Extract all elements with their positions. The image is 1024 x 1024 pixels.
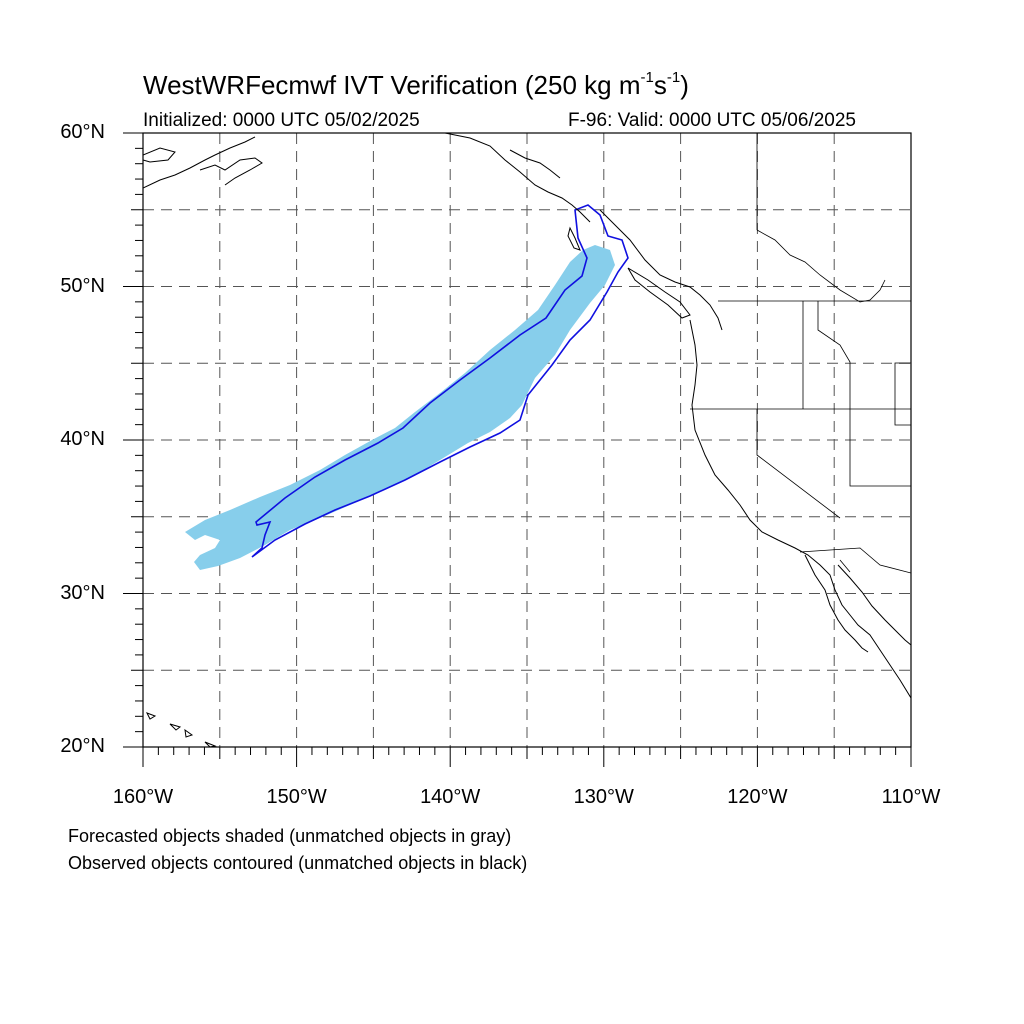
axis-ticks	[123, 132, 912, 767]
latitude-label: 20°N	[60, 735, 105, 757]
observed-ivt-contour	[251, 204, 629, 558]
latitude-label: 60°N	[60, 121, 105, 143]
initialized-label: Initialized: 0000 UTC 05/02/2025	[143, 110, 420, 131]
longitude-label: 140°W	[420, 786, 481, 808]
longitude-label: 150°W	[266, 786, 327, 808]
coastlines	[143, 133, 911, 747]
forecast-ivt-object	[185, 245, 615, 570]
chart-title: WestWRFecmwf IVT Verification (250 kg m-…	[143, 69, 689, 100]
map-gridlines	[143, 133, 911, 747]
latitude-label: 30°N	[60, 581, 105, 604]
longitude-label: 130°W	[573, 786, 634, 808]
longitude-label: 120°W	[727, 786, 788, 808]
longitude-label: 160°W	[112, 786, 174, 808]
latitude-label: 50°N	[60, 274, 105, 297]
valid-time-label: F-96: Valid: 0000 UTC 05/06/2025	[568, 110, 856, 131]
political-borders	[690, 133, 911, 574]
latitude-label: 40°N	[60, 428, 105, 450]
observed-note: Observed objects contoured (unmatched ob…	[68, 853, 528, 873]
longitude-label: 110°W	[881, 786, 941, 808]
forecast-note: Forecasted objects shaded (unmatched obj…	[68, 826, 512, 846]
